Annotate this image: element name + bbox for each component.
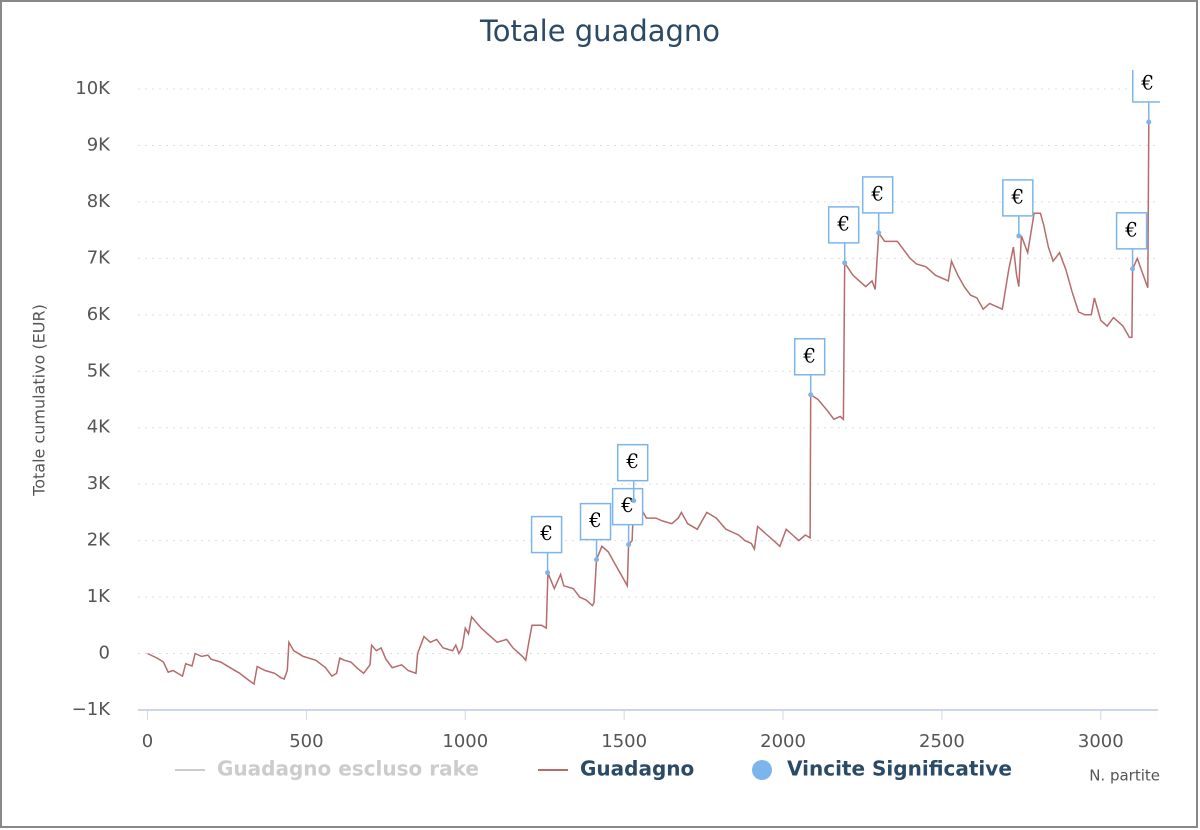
y-tick-label: 4K [87, 417, 111, 438]
flag-box [611, 487, 644, 526]
flag-point [842, 260, 848, 266]
y-tick-label: −1K [72, 699, 112, 720]
flag-point [808, 392, 814, 398]
chart-title: Totale guadagno [479, 14, 720, 48]
legend-label: Vincite Significative [787, 757, 1012, 781]
x-tick-label: 2500 [919, 731, 965, 752]
flag-label: € [588, 508, 602, 532]
y-tick-label: 6K [87, 304, 111, 325]
flag-point [1130, 266, 1136, 272]
flags: € € € € € € € € € € [530, 70, 1160, 576]
flag-box [1132, 70, 1160, 103]
x-tick-label: 2000 [760, 731, 806, 752]
legend-label: Guadagno [580, 757, 694, 781]
y-tick-label: 8K [87, 191, 111, 212]
flag-label: € [1124, 217, 1138, 241]
flag-point [631, 498, 637, 504]
y-tick-label: 0 [99, 643, 110, 664]
x-tick-label: 500 [289, 731, 323, 752]
y-tick-label: 1K [87, 586, 111, 607]
flag-label: € [620, 493, 634, 517]
y-tick-label: 9K [87, 134, 111, 155]
flag-label: € [539, 521, 553, 545]
flag-box [579, 502, 612, 541]
flag-box [827, 206, 860, 244]
flag-label: € [870, 181, 884, 205]
flag-point [626, 542, 632, 548]
x-tick-label: 3000 [1078, 731, 1124, 752]
legend-symbol [752, 760, 772, 780]
flag-point [545, 570, 551, 576]
flag-box [1115, 212, 1148, 250]
x-tick-label: 0 [142, 731, 153, 752]
flag-box [530, 515, 563, 554]
y-tick-label: 7K [87, 247, 111, 268]
flag-point [876, 230, 882, 236]
x-axis-title: N. partite [1089, 767, 1160, 785]
flag-point [1146, 119, 1152, 125]
legend-label: Guadagno escluso rake [217, 757, 479, 781]
flag-box [1002, 179, 1034, 217]
flag-point [1016, 233, 1022, 239]
flag-label: € [1010, 184, 1024, 208]
y-tick-label: 3K [87, 473, 111, 494]
flag-label: € [836, 211, 850, 235]
x-tick-label: 1500 [601, 731, 647, 752]
y-tick-label: 10K [75, 78, 111, 99]
flag-point [594, 557, 600, 563]
x-tick-label: 1000 [442, 731, 488, 752]
flag-label: € [625, 449, 639, 473]
y-axis-title: Totale cumulativo (EUR) [30, 304, 49, 497]
flag-label: € [1140, 70, 1154, 94]
flag-box [861, 176, 894, 214]
y-tick-label: 5K [87, 360, 111, 381]
flag-box [616, 443, 649, 482]
y-tick-label: 2K [87, 530, 111, 551]
flag-label: € [802, 343, 816, 367]
flag-box [793, 338, 826, 376]
